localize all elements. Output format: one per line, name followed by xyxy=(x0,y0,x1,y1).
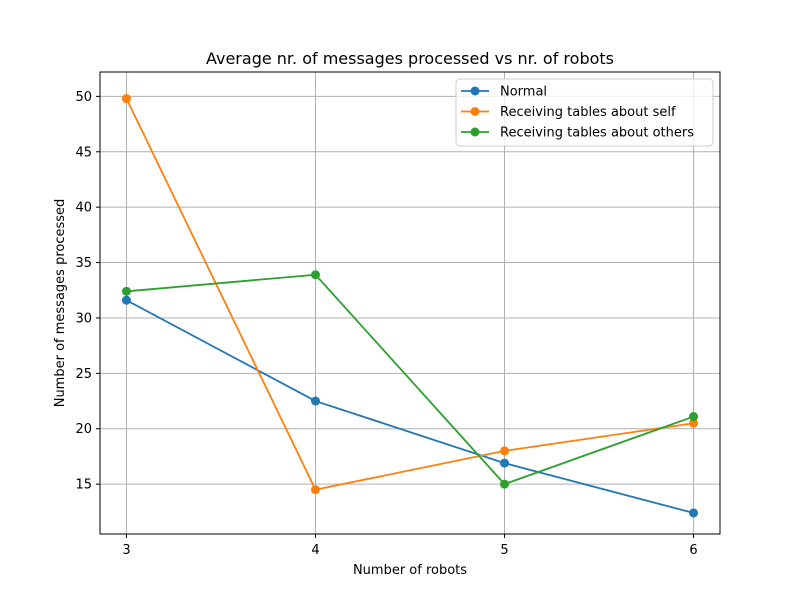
x-axis-ticks: 3 4 5 6 xyxy=(122,534,698,558)
data-point-receiving-tables-about-self-x5 xyxy=(500,446,510,456)
series-normal xyxy=(121,295,699,518)
y-tick-label-35: 35 xyxy=(75,256,92,271)
x-tick-label-5: 5 xyxy=(500,543,508,558)
data-point-normal-x4 xyxy=(310,396,320,406)
plot-frame xyxy=(99,71,721,535)
y-tick-label-20: 20 xyxy=(75,422,92,437)
legend: Normal Receiving tables about self Receivi… xyxy=(455,78,714,147)
y-tick-label-40: 40 xyxy=(75,201,92,216)
series-receiving-tables-about-others xyxy=(121,270,699,489)
series-line-receiving-tables-about-self xyxy=(125,98,694,491)
data-point-normal-x6 xyxy=(689,508,699,518)
legend-item-normal: Normal xyxy=(461,85,547,100)
y-tick-label-15: 15 xyxy=(75,478,92,493)
data-point-receiving-tables-about-others-x5 xyxy=(500,479,510,489)
legend-box xyxy=(455,78,714,147)
x-tick-label-3: 3 xyxy=(122,543,130,558)
series-layer xyxy=(121,94,699,518)
legend-marker-receiving-tables-about-self xyxy=(470,107,480,116)
y-tick-label-50: 50 xyxy=(75,90,92,105)
y-tick-label-30: 30 xyxy=(75,311,92,326)
data-point-receiving-tables-about-self-x3 xyxy=(121,94,131,104)
data-point-normal-x5 xyxy=(500,458,510,468)
data-point-receiving-tables-about-self-x4 xyxy=(310,485,320,495)
series-line-receiving-tables-about-others xyxy=(126,273,694,486)
data-point-normal-x3 xyxy=(121,295,131,305)
x-tick-label-4: 4 xyxy=(311,543,319,558)
y-tick-label-45: 45 xyxy=(75,145,92,160)
legend-label-normal: Normal xyxy=(500,85,547,100)
legend-marker-normal xyxy=(470,86,480,96)
data-point-receiving-tables-about-others-x4 xyxy=(310,270,320,280)
legend-items: Normal Receiving tables about self Receivi… xyxy=(461,85,694,141)
legend-item-receiving-tables-about-others: Receiving tables about others xyxy=(461,126,694,141)
data-point-receiving-tables-about-self-x6 xyxy=(689,418,699,428)
legend-item-receiving-tables-about-self: Receiving tables about self xyxy=(461,105,676,120)
data-point-receiving-tables-about-others-x6 xyxy=(689,412,699,422)
x-axis-label: Number of robots xyxy=(353,563,467,578)
legend-label-receiving-tables-about-others: Receiving tables about others xyxy=(500,126,694,141)
grid-lines xyxy=(100,72,720,534)
y-tick-label-25: 25 xyxy=(75,367,92,382)
legend-label-receiving-tables-about-self: Receiving tables about self xyxy=(500,105,676,120)
series-line-normal xyxy=(126,299,694,514)
chart-title: Average nr. of messages processed vs nr.… xyxy=(206,49,614,68)
y-axis-ticks: 15 20 25 30 35 40 45 50 xyxy=(75,90,100,493)
data-point-receiving-tables-about-others-x3 xyxy=(121,286,131,296)
legend-marker-receiving-tables-about-others xyxy=(470,127,480,137)
x-tick-label-6: 6 xyxy=(689,543,697,558)
y-axis-label: Number of messages processed xyxy=(53,199,68,408)
series-receiving-tables-about-self xyxy=(121,94,699,495)
